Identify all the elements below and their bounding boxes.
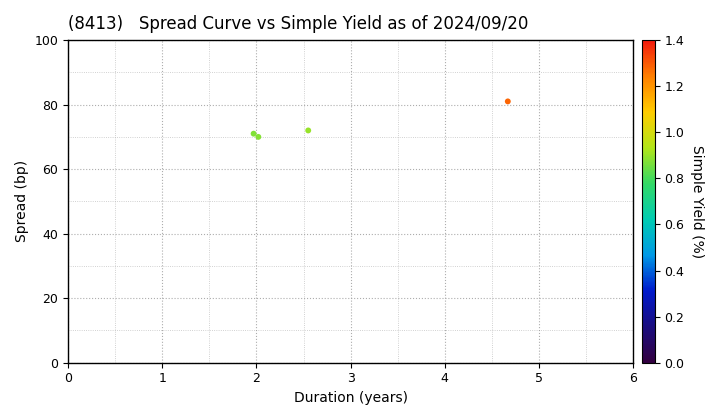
Point — [253, 134, 264, 140]
Point — [302, 127, 314, 134]
Y-axis label: Spread (bp): Spread (bp) — [15, 160, 29, 242]
Point — [502, 98, 513, 105]
Text: (8413)   Spread Curve vs Simple Yield as of 2024/09/20: (8413) Spread Curve vs Simple Yield as o… — [68, 15, 528, 33]
Y-axis label: Simple Yield (%): Simple Yield (%) — [690, 145, 704, 258]
Point — [248, 130, 259, 137]
X-axis label: Duration (years): Duration (years) — [294, 391, 408, 405]
